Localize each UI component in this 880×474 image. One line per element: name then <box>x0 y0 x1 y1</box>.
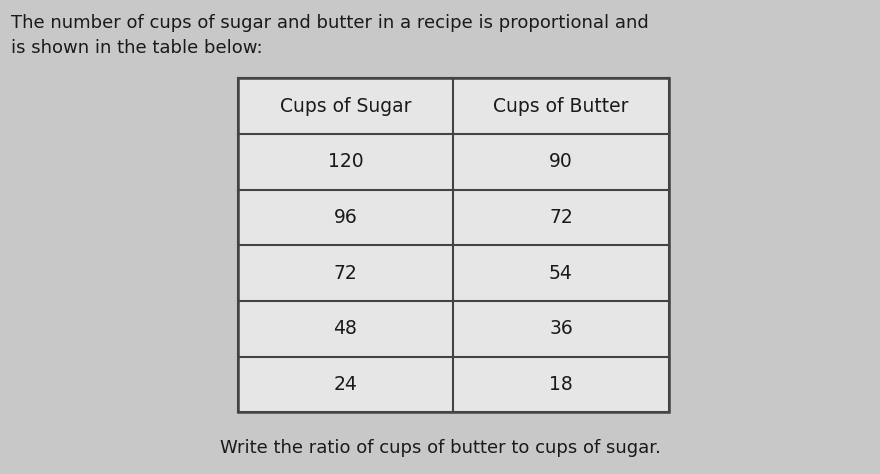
Text: 72: 72 <box>549 208 573 227</box>
Text: 120: 120 <box>327 152 363 171</box>
Text: 54: 54 <box>549 264 573 283</box>
Text: 18: 18 <box>549 375 573 394</box>
Text: Write the ratio of cups of butter to cups of sugar.: Write the ratio of cups of butter to cup… <box>220 439 660 457</box>
Text: 96: 96 <box>334 208 357 227</box>
Text: 36: 36 <box>549 319 573 338</box>
Text: 72: 72 <box>334 264 357 283</box>
Text: Cups of Butter: Cups of Butter <box>494 97 628 116</box>
Text: 90: 90 <box>549 152 573 171</box>
Text: 24: 24 <box>334 375 357 394</box>
Text: The number of cups of sugar and butter in a recipe is proportional and
is shown : The number of cups of sugar and butter i… <box>11 14 649 57</box>
Text: 48: 48 <box>334 319 357 338</box>
Text: Cups of Sugar: Cups of Sugar <box>280 97 411 116</box>
